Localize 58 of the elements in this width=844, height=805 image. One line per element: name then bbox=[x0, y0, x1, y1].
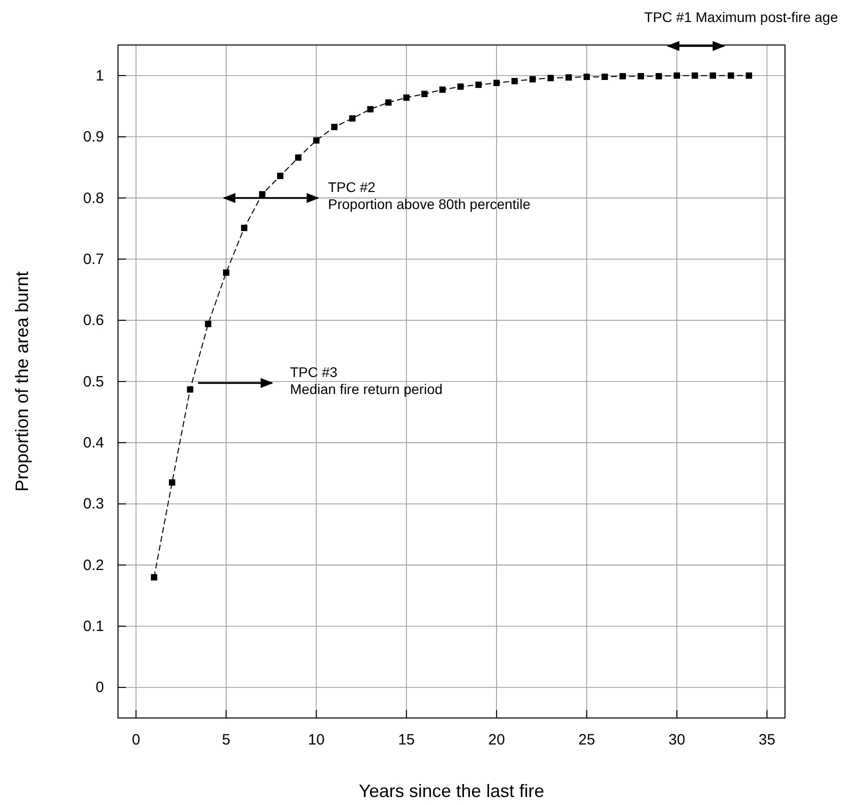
y-tick-label: 0.2 bbox=[83, 556, 104, 574]
point bbox=[584, 74, 590, 80]
point bbox=[746, 72, 752, 79]
point bbox=[367, 106, 374, 112]
annotation: TPC #2 Proportion above 80th percentile bbox=[328, 179, 531, 212]
x-tick-label: 10 bbox=[308, 732, 325, 749]
point bbox=[168, 479, 176, 486]
x-tick-label: 0 bbox=[132, 732, 140, 749]
point bbox=[547, 74, 554, 82]
point bbox=[638, 73, 644, 80]
point bbox=[674, 72, 680, 79]
point bbox=[439, 86, 446, 93]
x-tick-label: 15 bbox=[398, 732, 415, 749]
point bbox=[150, 574, 158, 580]
point bbox=[421, 90, 428, 98]
point bbox=[511, 78, 518, 84]
point bbox=[331, 124, 338, 130]
point bbox=[457, 83, 464, 90]
y-tick-label: 0 bbox=[96, 679, 104, 696]
point bbox=[403, 94, 410, 101]
point bbox=[656, 73, 662, 80]
point bbox=[710, 72, 716, 79]
y-tick-label: 0.5 bbox=[83, 373, 104, 390]
x-tick-label: 20 bbox=[488, 732, 505, 749]
point bbox=[223, 269, 230, 276]
point bbox=[692, 72, 698, 79]
point bbox=[529, 76, 536, 82]
y-tick-label: 0.6 bbox=[83, 312, 104, 330]
point bbox=[241, 224, 248, 232]
x-tick-label: 30 bbox=[668, 732, 686, 749]
point bbox=[475, 82, 482, 88]
y-tick-label: 1 bbox=[96, 67, 104, 84]
y-tick-label: 0.9 bbox=[83, 128, 104, 146]
annotation: TPC #3 Median fire return period bbox=[290, 364, 443, 397]
x-axis-title: Years since the last fire bbox=[358, 781, 544, 801]
text: TPC #1 Maximum post-fire age bbox=[644, 9, 838, 25]
point bbox=[277, 172, 284, 180]
point bbox=[566, 74, 572, 81]
point bbox=[186, 386, 194, 393]
y-axis-title: Proportion of the area burnt bbox=[12, 271, 32, 492]
point bbox=[349, 115, 356, 122]
x-tick-label: 25 bbox=[578, 732, 596, 749]
point bbox=[259, 191, 266, 198]
point bbox=[204, 320, 212, 328]
y-tick-label: 0.8 bbox=[83, 190, 104, 207]
point bbox=[620, 73, 626, 80]
point bbox=[728, 72, 734, 79]
point bbox=[493, 80, 500, 86]
y-tick-label: 0.3 bbox=[83, 496, 104, 513]
point bbox=[385, 99, 392, 106]
x-tick-label: 35 bbox=[758, 732, 776, 749]
point bbox=[602, 74, 608, 80]
point bbox=[295, 154, 302, 161]
y-tick-label: 0.1 bbox=[83, 618, 104, 636]
y-tick-label: 0.4 bbox=[83, 434, 104, 452]
x-tick-label: 5 bbox=[222, 732, 230, 749]
y-tick-label: 0.7 bbox=[83, 250, 104, 268]
point bbox=[313, 137, 320, 144]
